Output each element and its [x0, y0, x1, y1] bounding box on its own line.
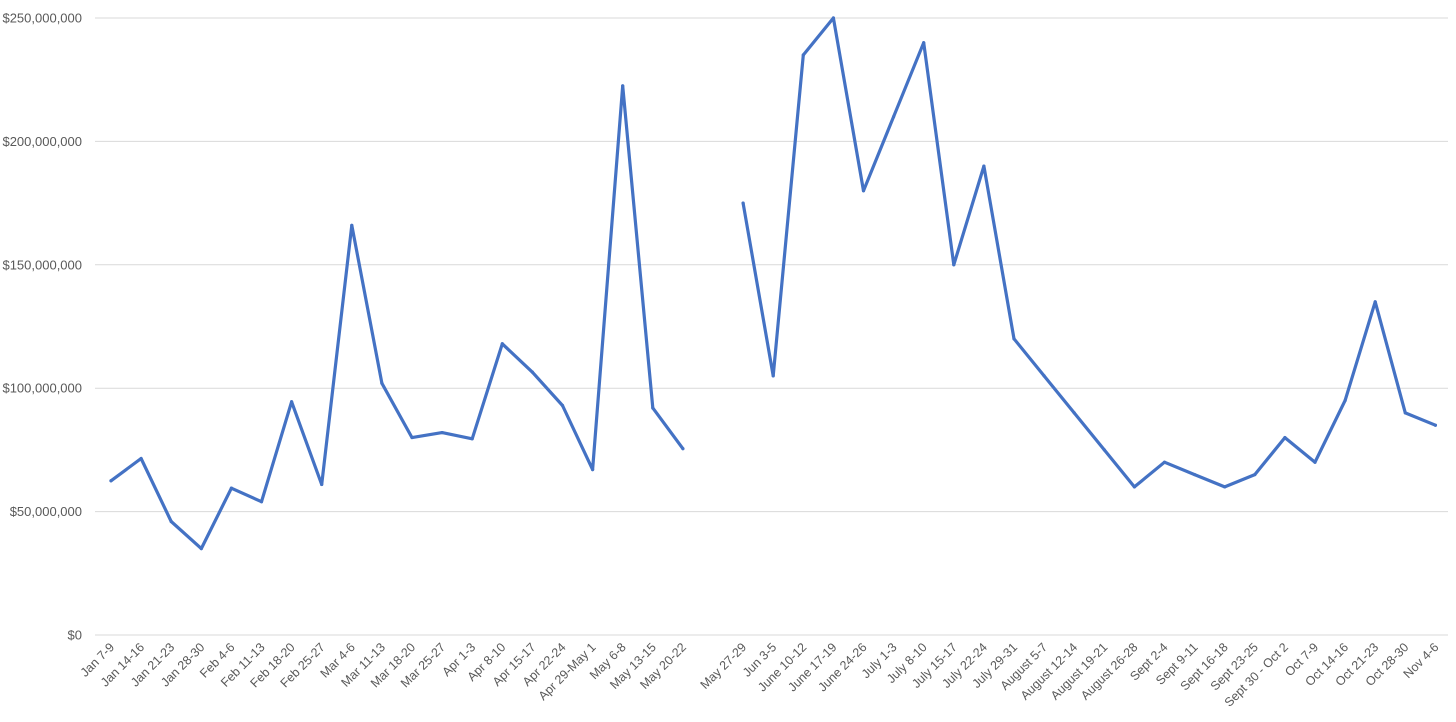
data-point [741, 201, 745, 205]
data-point [1072, 411, 1076, 415]
data-point [139, 456, 143, 461]
data-point [1042, 374, 1046, 378]
data-point [470, 437, 474, 441]
data-point [1283, 435, 1287, 440]
data-point [801, 53, 805, 57]
data-point [1253, 472, 1257, 477]
series-line-segment [109, 84, 685, 551]
data-point [681, 447, 685, 451]
data-point [771, 374, 775, 378]
data-point [560, 403, 565, 408]
data-point [109, 479, 113, 483]
data-point [892, 115, 896, 119]
data-point [1313, 460, 1317, 464]
y-tick-label: $200,000,000 [2, 134, 82, 149]
data-point [169, 519, 173, 524]
data-point [1223, 485, 1227, 489]
series-line [109, 16, 1438, 551]
data-point [621, 84, 625, 88]
data-point [831, 16, 836, 20]
data-point [952, 263, 956, 267]
data-point [861, 189, 866, 193]
data-point [922, 41, 926, 45]
y-tick-label: $100,000,000 [2, 381, 82, 396]
data-point [591, 468, 595, 472]
data-point [530, 370, 535, 374]
data-point [982, 164, 986, 168]
y-tick-label: $150,000,000 [2, 257, 82, 272]
data-point [440, 431, 444, 435]
data-point [229, 486, 233, 490]
data-point [1102, 448, 1106, 452]
data-point [259, 500, 264, 504]
y-tick-label: $250,000,000 [2, 11, 82, 26]
data-point [1433, 423, 1437, 427]
data-point [651, 406, 655, 410]
x-tick-label: May 27-29 [698, 640, 750, 692]
data-point [1343, 398, 1347, 403]
series-line-segment [741, 16, 1438, 489]
data-point [410, 435, 414, 440]
data-point [380, 381, 384, 385]
y-tick-label: $0 [68, 628, 82, 643]
data-point [500, 342, 504, 346]
data-point [1193, 472, 1197, 477]
data-point [350, 223, 354, 227]
data-point [1373, 300, 1377, 304]
data-point [1403, 411, 1407, 415]
y-axis-ticks: $0 $50,000,000 $100,000,000 $150,000,000 $20… [2, 11, 82, 643]
y-tick-label: $50,000,000 [10, 504, 82, 519]
data-point [1012, 337, 1016, 341]
data-point [1162, 460, 1167, 464]
gridlines [95, 17, 1448, 636]
data-point [1132, 485, 1136, 489]
data-point [290, 400, 294, 404]
data-point [199, 547, 203, 551]
data-point [320, 482, 324, 487]
